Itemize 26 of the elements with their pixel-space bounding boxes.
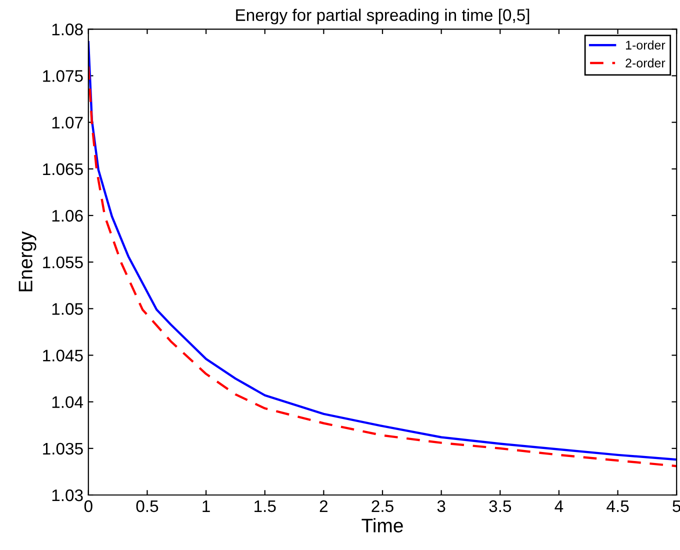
y-tick-label: 1.08 xyxy=(52,24,83,36)
chart-title: Energy for partial spreading in time [0,5] xyxy=(236,8,530,24)
y-tick-label: 1.05 xyxy=(52,303,83,315)
y-tick-label: 1.065 xyxy=(43,163,83,176)
x-tick-label: 0.5 xyxy=(136,500,158,512)
y-tick-label: 1.045 xyxy=(43,350,83,362)
x-tick-label: 4 xyxy=(554,500,564,512)
y-tick-label: 1.055 xyxy=(43,256,83,268)
y-axis-title: Energy xyxy=(18,231,36,292)
x-tick-label: 3 xyxy=(437,500,446,512)
x-tick-label: 2.5 xyxy=(372,500,394,512)
x-tick-label: 3.5 xyxy=(489,500,512,512)
y-tick-label: 1.03 xyxy=(52,489,83,502)
x-tick-label: 1.5 xyxy=(254,500,276,512)
x-tick-label: 4.5 xyxy=(606,500,629,512)
y-tick-label: 1.07 xyxy=(52,116,83,129)
x-tick-label: 1 xyxy=(202,500,210,512)
y-tick-label: 1.035 xyxy=(43,442,83,455)
x-tick-label: 0 xyxy=(84,500,92,512)
x-tick-label: 2 xyxy=(320,500,328,512)
x-axis-title: Time xyxy=(362,518,403,532)
legend-label: 1-order xyxy=(626,40,666,50)
y-tick-label: 1.075 xyxy=(43,70,83,82)
y-tick-label: 1.06 xyxy=(52,210,83,222)
legend-label: 2-order xyxy=(626,58,666,68)
y-tick-label: 1.04 xyxy=(52,396,84,408)
